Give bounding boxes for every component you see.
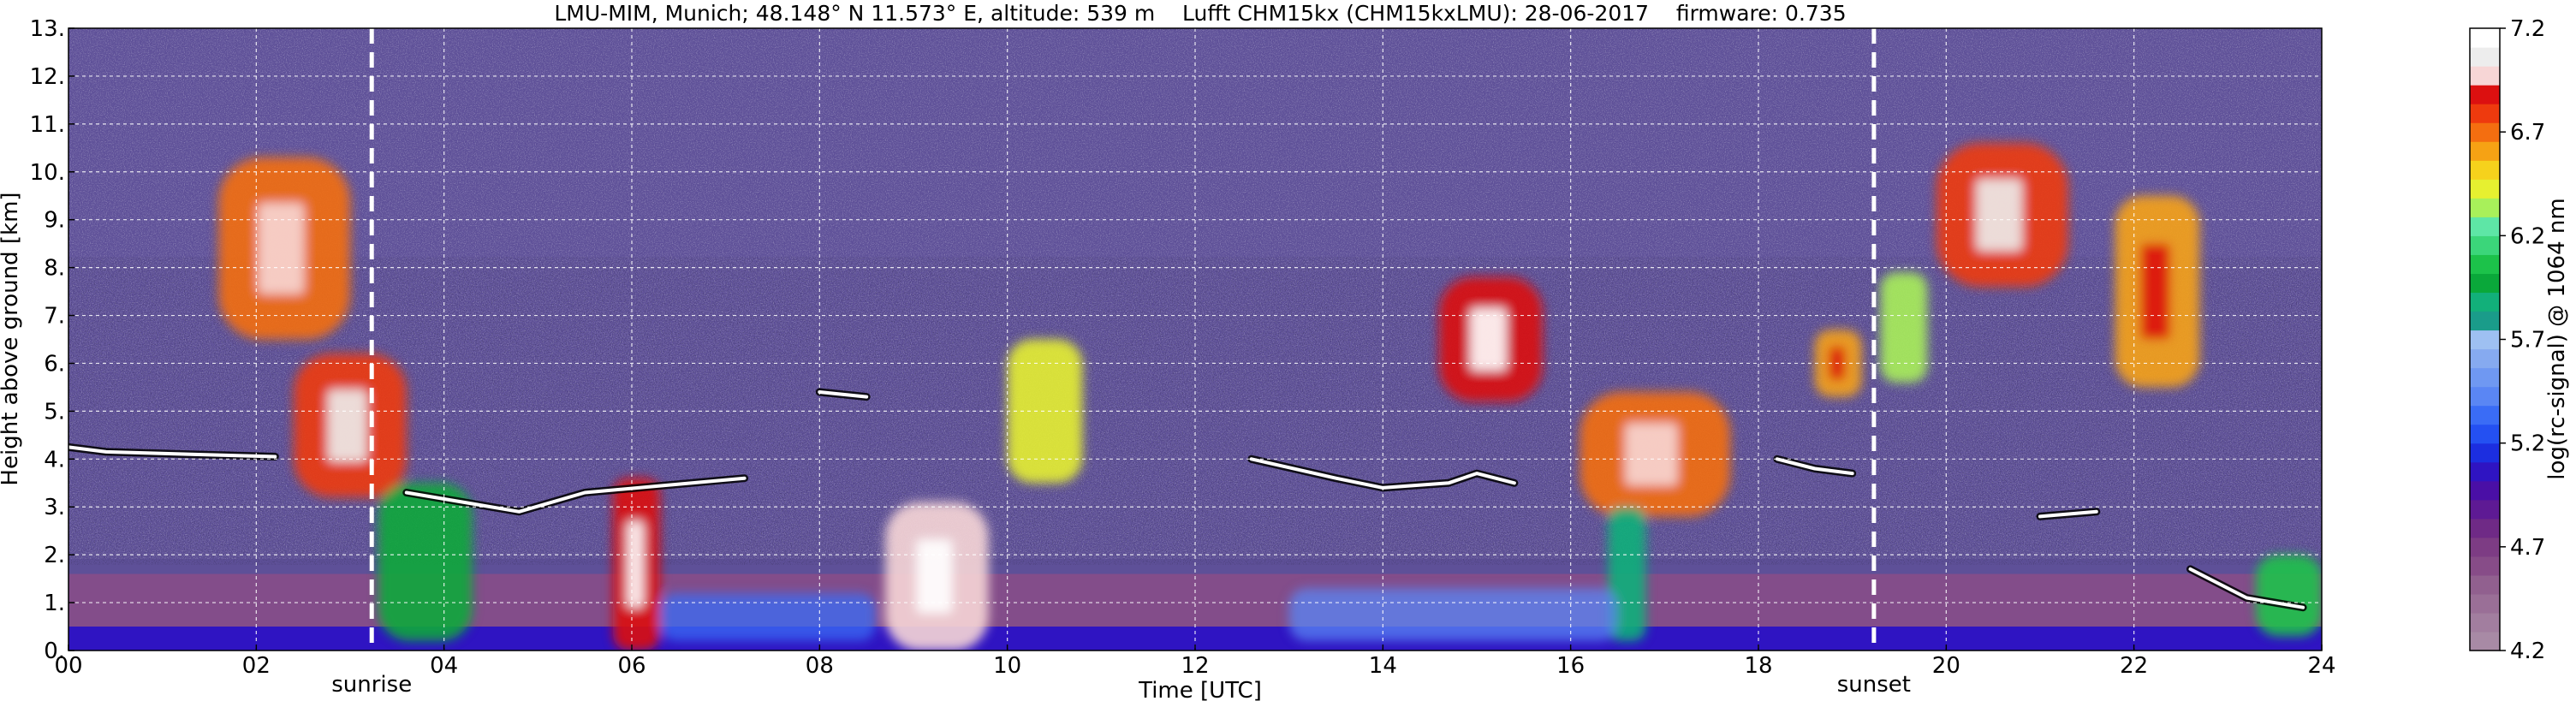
x-tick-label: 10 (993, 653, 1021, 679)
colorbar-segment (2470, 311, 2500, 331)
colorbar-tick-label: 7.2 (2510, 16, 2545, 42)
chart-title: LMU-MIM, Munich; 48.148° N 11.573° E, al… (554, 1, 1846, 26)
x-tick-label: 24 (2307, 653, 2335, 679)
y-tick-label: 13. (30, 16, 65, 42)
colorbar-segment (2470, 85, 2500, 104)
colorbar-segment (2470, 518, 2500, 538)
cloud-core-0 (258, 203, 305, 294)
layer-trace-1 (404, 476, 747, 514)
layer-trace-3 (1249, 457, 1516, 490)
colorbar-segment (2470, 104, 2500, 123)
grid (68, 28, 2322, 651)
colorbar-segment (2470, 141, 2500, 161)
colorbar-tick-label: 5.2 (2510, 431, 2545, 457)
cloud-core-12 (2140, 243, 2170, 340)
colorbar-segment (2470, 292, 2500, 312)
colorbar: 4.2 4.7 5.2 5.7 6.2 6.7 7.2 (2469, 16, 2545, 664)
colorbar-segment (2470, 443, 2500, 463)
colorbar-segment (2470, 367, 2500, 388)
x-tick-label: 14 (1369, 653, 1397, 679)
colorbar-segment (2470, 593, 2500, 614)
colorbar-segment (2470, 160, 2500, 180)
colorbar-segment (2470, 631, 2500, 651)
colorbar-segment (2470, 66, 2500, 86)
cloud-feature-5 (1007, 339, 1083, 484)
x-tick-label: 08 (806, 653, 834, 679)
cloud-core-3 (627, 521, 644, 608)
y-tick-label: 10. (30, 160, 65, 186)
colorbar-segment (2470, 235, 2500, 255)
colorbar-segment (2470, 198, 2500, 217)
y-axis-label: Height above ground [km] (0, 192, 23, 485)
y-tick-label: 5. (44, 399, 65, 425)
y-tick-label: 2. (44, 543, 65, 568)
colorbar-segment (2470, 424, 2500, 444)
x-tick-label: 06 (617, 653, 645, 679)
aerosol-feature-14 (1288, 588, 1618, 641)
x-tick-label: 22 (2120, 653, 2148, 679)
cloud-feature-2 (378, 483, 473, 641)
colorbar-tick-label: 4.7 (2510, 535, 2545, 561)
colorbar-segment (2470, 28, 2500, 48)
layer-trace-5 (2038, 509, 2098, 519)
colorbar-segment (2470, 273, 2500, 294)
cloud-feature-13 (2256, 555, 2322, 637)
layer-trace-6 (2188, 567, 2305, 609)
cloud-core-4 (916, 538, 953, 614)
layer-trace-4 (1775, 457, 1854, 476)
cloud-core-1 (327, 389, 367, 462)
colorbar-segment (2470, 122, 2500, 142)
colorbar-label: log(rc-signal) @ 1064 nm (2544, 198, 2570, 479)
x-tick-label: 12 (1181, 653, 1209, 679)
y-tick-label: 0. (44, 639, 65, 664)
y-tick-label: 7. (44, 304, 65, 330)
colorbar-segment (2470, 556, 2500, 576)
colorbar-segment (2470, 386, 2500, 407)
colorbar-tick-label: 6.2 (2510, 223, 2545, 249)
colorbar-tick-label: 5.7 (2510, 328, 2545, 354)
colorbar-segment (2470, 179, 2500, 199)
x-tick-label: 00 (54, 653, 82, 679)
y-tick-label: 9. (44, 208, 65, 234)
x-tick-label: 16 (1556, 653, 1585, 679)
colorbar-segment (2470, 574, 2500, 595)
y-tick-label: 8. (44, 256, 65, 282)
y-tick-label: 11. (30, 112, 65, 138)
cloud-core-11 (1976, 179, 2023, 252)
colorbar-segment (2470, 348, 2500, 369)
colorbar-tick-label: 4.2 (2510, 639, 2545, 664)
y-tick-label: 4. (44, 447, 65, 472)
y-tick-label: 12. (30, 64, 65, 90)
x-axis-label: Time [UTC] (1138, 678, 1262, 704)
x-tick-label: 18 (1744, 653, 1772, 679)
y-tick-label: 6. (44, 351, 65, 377)
aerosol-feature-15 (659, 592, 877, 641)
layer-trace-0 (68, 445, 277, 459)
colorbar-segment (2470, 405, 2500, 425)
y-tick-label: 3. (44, 495, 65, 520)
colorbar-segment (2470, 537, 2500, 557)
layer-trace-2 (818, 390, 869, 399)
colorbar-segment (2470, 612, 2500, 633)
colorbar-segment (2470, 217, 2500, 236)
cloud-feature-10 (1880, 272, 1928, 383)
colorbar-segment (2470, 330, 2500, 350)
colorbar-segment (2470, 461, 2500, 482)
y-tick-label: 1. (44, 591, 65, 616)
colorbar-tick-label: 6.7 (2510, 120, 2545, 146)
x-tick-label: 02 (242, 653, 271, 679)
x-tick-label: 04 (430, 653, 458, 679)
colorbar-segment (2470, 254, 2500, 274)
x-tick-label: 20 (1932, 653, 1960, 679)
cloud-core-7 (1625, 423, 1678, 486)
sunset-label: sunset (1837, 672, 1911, 698)
sunrise-label: sunrise (331, 672, 412, 698)
cloud-core-6 (1470, 308, 1507, 371)
colorbar-segment (2470, 499, 2500, 520)
colorbar-segment (2470, 480, 2500, 501)
colorbar-segment (2470, 47, 2500, 67)
